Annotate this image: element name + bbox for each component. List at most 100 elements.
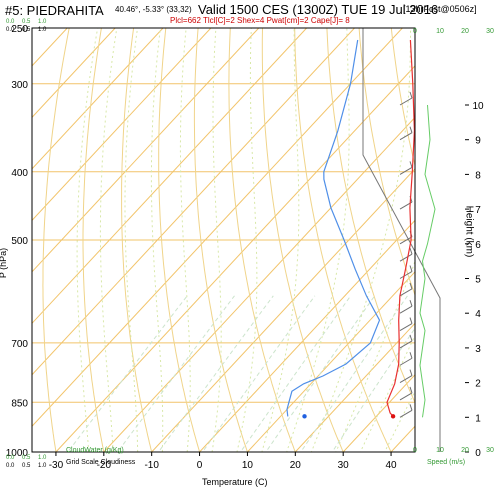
dewpoint-profile: [286, 39, 381, 417]
mixing-ratio-0.4: [67, 295, 188, 452]
barb-flag: [409, 317, 413, 324]
isotherm-10: [247, 271, 415, 452]
barb-staff: [399, 132, 413, 141]
isotherm--90: [32, 28, 164, 170]
cloud-tick-label-bottom: 0.5: [22, 455, 31, 461]
mixing-ratio-1: [116, 295, 235, 452]
height-tick-label: 1: [475, 413, 481, 424]
dry-adiabat-40: [294, 28, 392, 452]
speed-tick-label-top: 10: [436, 28, 444, 35]
x-tick-label: -20: [97, 460, 112, 471]
temperature-axis-label: Temperature (C): [202, 477, 268, 487]
mixing-ratio-lines: [67, 295, 415, 452]
isotherm--100: [32, 28, 116, 119]
isotherm--10: [151, 168, 415, 452]
dry-adiabat--30: [42, 28, 70, 452]
x-tick-label: -30: [49, 460, 64, 471]
dry-adiabat--20: [82, 28, 105, 452]
height-tick-label: 5: [475, 275, 481, 286]
height-tick-label: 0: [475, 448, 481, 459]
barb-flag: [409, 265, 413, 272]
cloud-tick-label-top-2: 0.5: [22, 27, 31, 33]
barb-staff: [399, 375, 413, 384]
moist-adiabat-0: [179, 28, 191, 452]
moist-adiabat--5: [150, 28, 164, 452]
speed-tick-label-bottom: 30: [486, 447, 494, 454]
cloudwater-label: CloudWater (g/Kg): [66, 447, 124, 454]
isotherm--20: [103, 116, 415, 452]
x-tick-label: 20: [290, 460, 302, 471]
barb-flag: [409, 300, 413, 307]
barb-flag: [409, 91, 413, 99]
gridscale-label: Grid Scale Cloudiness: [66, 459, 136, 466]
barb-staff: [399, 236, 413, 245]
sounding-params: Plcl=662 Tlcl[C]=2 Shex=4 Pwat[cm]=2 Cap…: [170, 16, 350, 25]
sounding-series: [286, 39, 415, 419]
moist-adiabat-20: [286, 28, 350, 452]
dry-adiabat-70: [390, 28, 415, 168]
barb-flag: [409, 369, 413, 376]
valid-time: Valid 1500 CES (1300Z) TUE 19 Jul 2016: [198, 2, 439, 17]
dry-adiabat-lines: [42, 28, 415, 452]
wind-barbs: [399, 91, 413, 418]
speed-tick-label-top: 30: [486, 28, 494, 35]
barb-staff: [399, 409, 413, 418]
p-tick-label: 300: [11, 80, 28, 91]
cloud-tick-label-bottom-2: 1.0: [38, 463, 47, 469]
barb-flag: [409, 282, 413, 290]
p-tick-label: 700: [11, 339, 28, 350]
x-tick-label: 10: [242, 460, 254, 471]
axis-ticks: [55, 104, 469, 456]
height-tick-label: 4: [475, 309, 481, 320]
cloud-tick-label-top-2: 0.0: [6, 27, 15, 33]
dry-adiabat-20: [228, 28, 296, 452]
moist-adiabat--10: [124, 28, 139, 452]
wind-barb: [399, 404, 413, 418]
dry-adiabat-0: [158, 28, 201, 452]
terrain-outline: [362, 28, 441, 452]
moist-adiabat-10: [236, 28, 258, 452]
speed-tick-label-top: 0: [413, 28, 417, 35]
speed-line: [419, 104, 436, 418]
barb-flag: [409, 161, 413, 168]
cloud-tick-label-top: 0.0: [6, 19, 15, 25]
x-tick-label: -10: [144, 460, 159, 471]
speed-tick-label-top: 20: [461, 28, 469, 35]
height-axis-label: Height (km): [463, 205, 475, 258]
wind-barb: [399, 386, 413, 401]
surface-dewpoint-dot: [302, 414, 307, 419]
x-tick-label: 40: [386, 460, 398, 471]
isotherm--60: [32, 28, 307, 325]
cloud-tick-label-top: 0.5: [22, 19, 31, 25]
moist-adiabat-25: [310, 28, 411, 452]
speed-tick-label-bottom: 0: [413, 447, 417, 454]
speed-tick-label-bottom: 10: [436, 447, 444, 454]
barb-staff: [399, 357, 413, 366]
isotherm--40: [32, 28, 403, 427]
barb-staff: [399, 166, 413, 175]
moist-adiabat-5: [211, 28, 222, 452]
barb-flag: [409, 334, 413, 342]
barb-staff: [399, 392, 413, 401]
barb-flag: [409, 386, 413, 394]
dry-adiabat-60: [358, 28, 415, 297]
wind-barb: [399, 369, 413, 384]
cloud-tick-label-bottom-2: 0.0: [6, 463, 15, 469]
isotherm--50: [32, 28, 355, 376]
cloud-tick-label-bottom: 1.0: [38, 455, 47, 461]
isotherm--80: [32, 28, 212, 222]
wind-speed-profile: [419, 104, 436, 418]
wind-barb: [399, 334, 413, 349]
barb-staff: [399, 271, 413, 279]
dry-adiabat-50: [326, 28, 415, 404]
speed-tick-label-bottom: 20: [461, 447, 469, 454]
dry-adiabat-10: [193, 28, 248, 452]
height-tick-label: 9: [475, 136, 481, 147]
barb-staff: [399, 288, 413, 297]
cloud-tick-label-bottom-2: 0.5: [22, 463, 31, 469]
height-tick-label: 6: [475, 240, 481, 251]
barb-flag: [409, 404, 413, 411]
moist-adiabat-35: [359, 334, 415, 452]
height-tick-label: 2: [475, 379, 481, 390]
